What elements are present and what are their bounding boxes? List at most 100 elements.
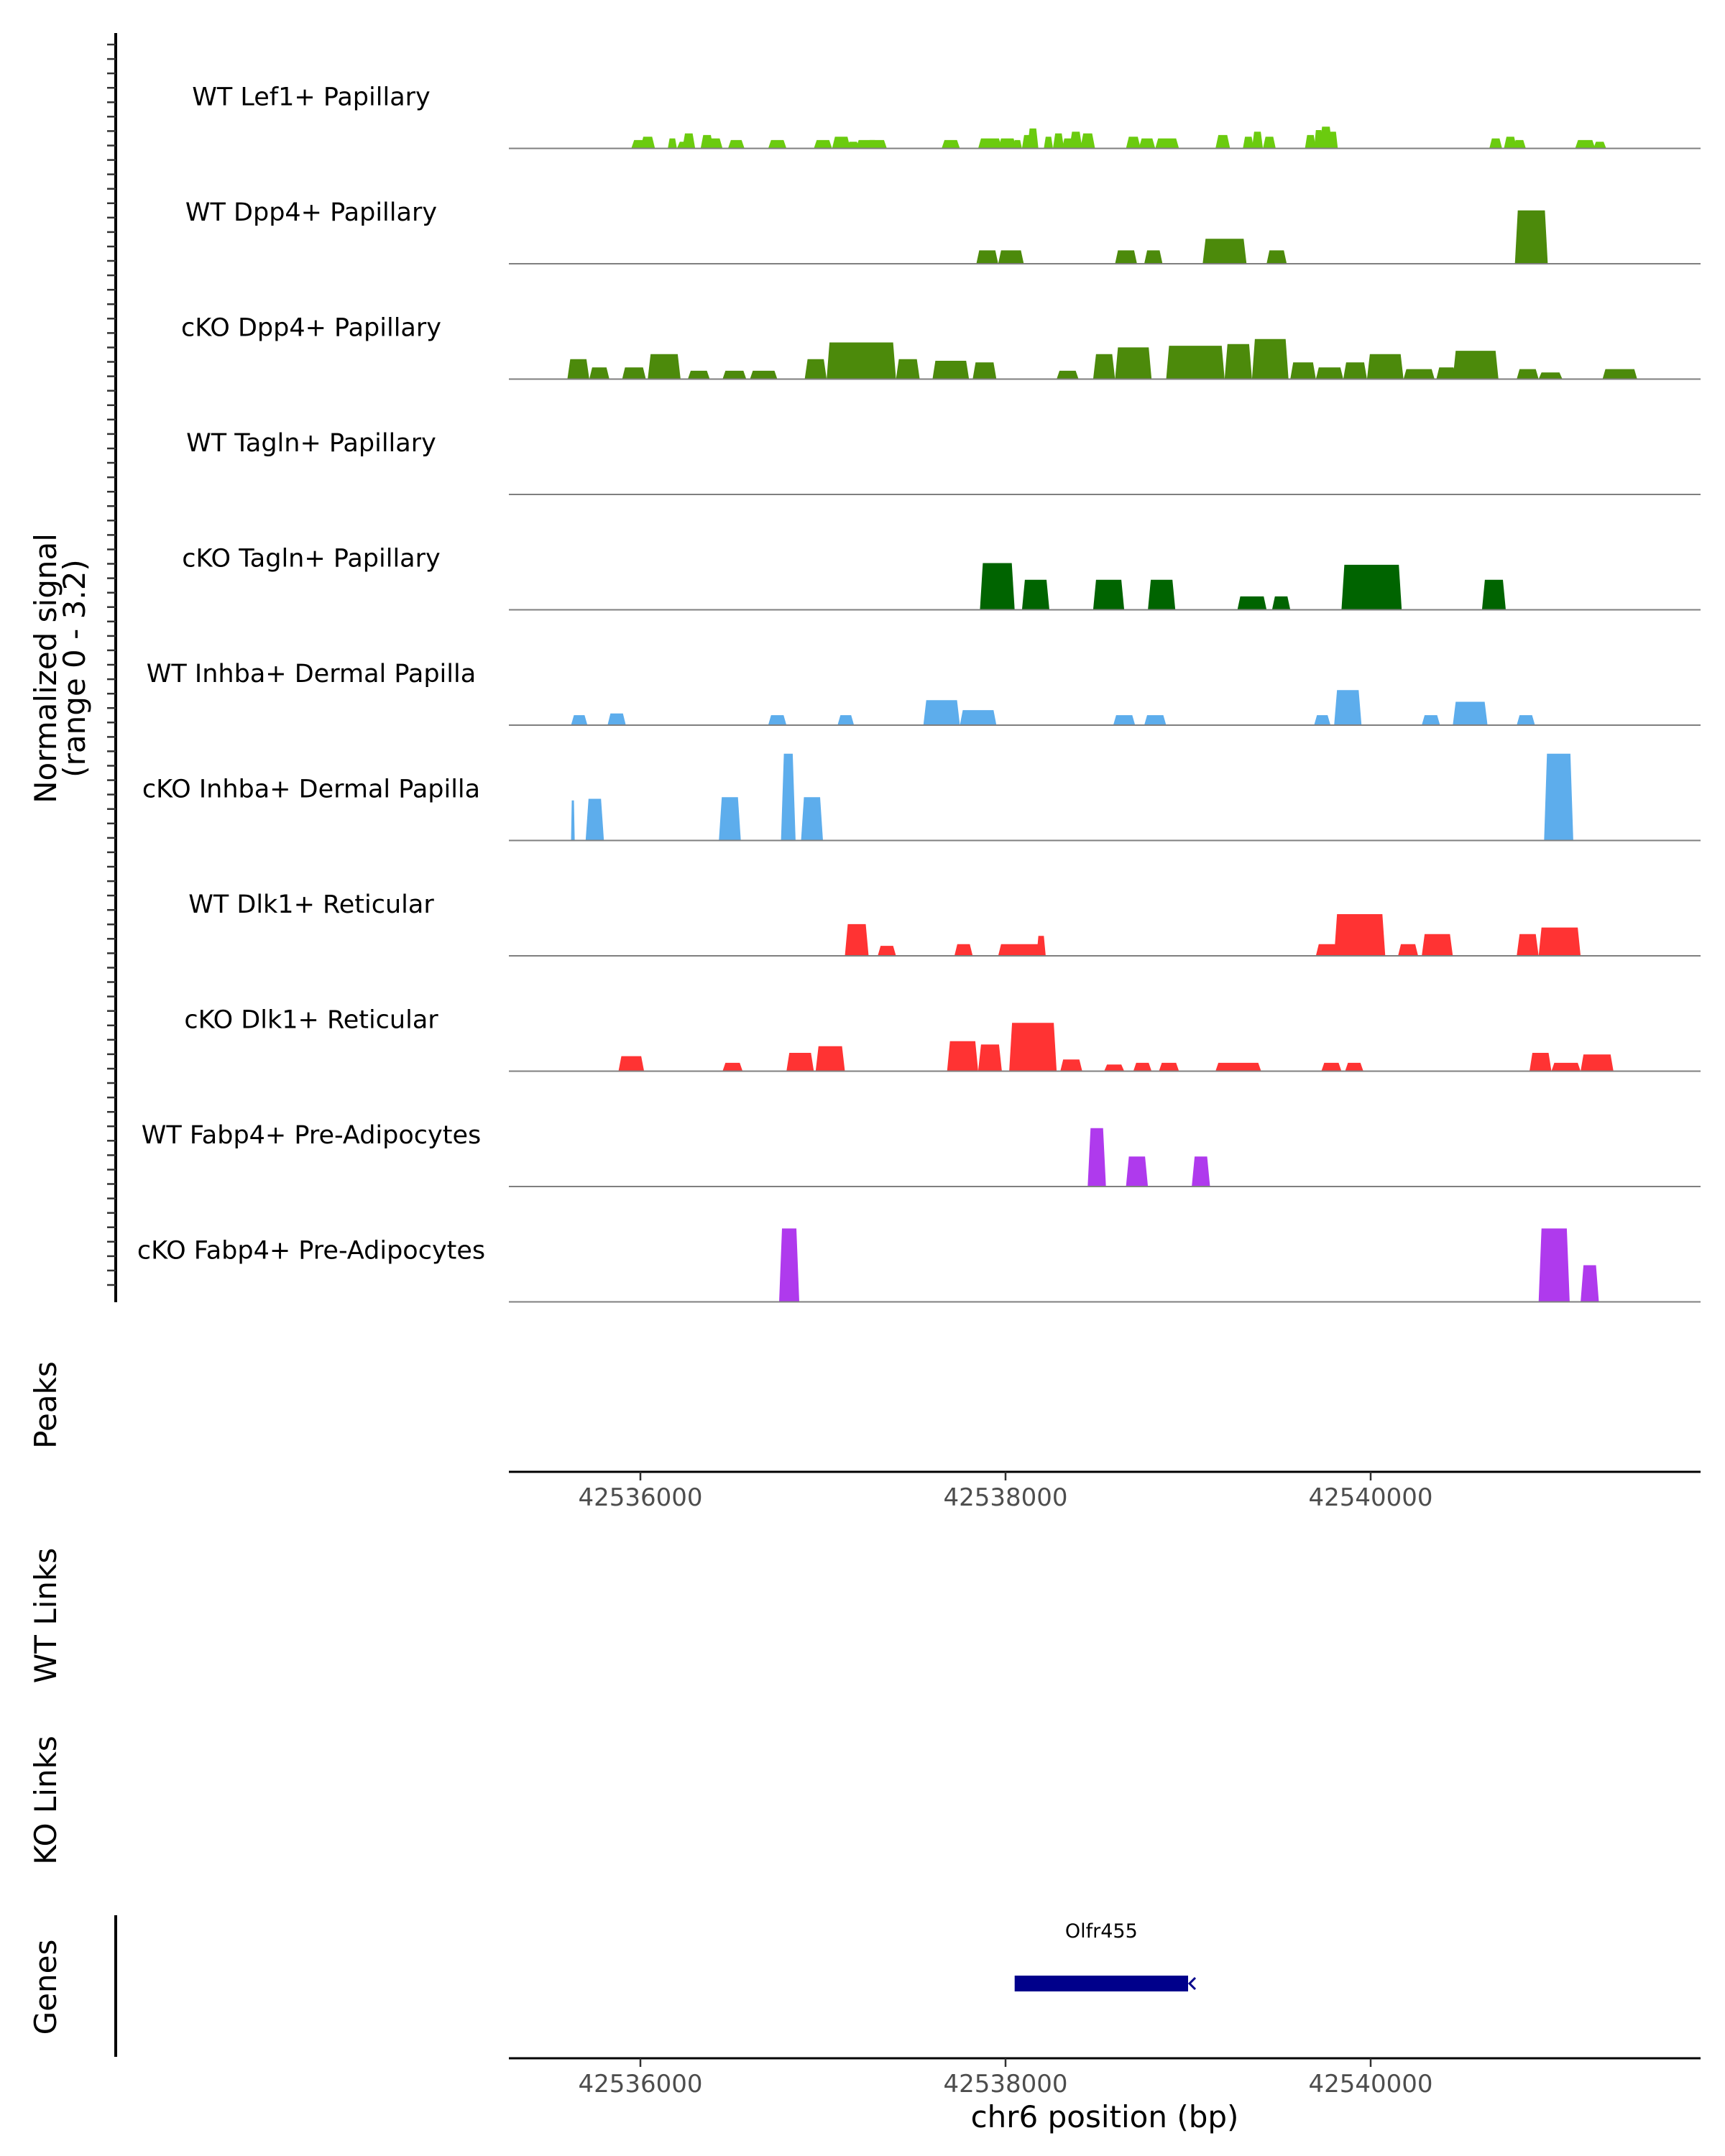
signal-peak-cko-dpp4-papillary bbox=[1290, 362, 1316, 379]
signal-peak-cko-dlk1-reticular bbox=[1009, 1023, 1057, 1072]
signal-peak-wt-lef1-papillary bbox=[1080, 133, 1095, 149]
signal-peak-wt-lef1-papillary bbox=[1504, 137, 1517, 149]
signal-peak-wt-lef1-papillary bbox=[768, 139, 787, 149]
signal-peak-wt-lef1-papillary bbox=[1069, 132, 1082, 149]
track-label-cko-fabp4-pre-adipocytes: cKO Fabp4+ Pre-Adipocytes bbox=[137, 1237, 485, 1266]
x-tick-label: 42536000 bbox=[578, 2070, 702, 2099]
signal-peak-wt-inhba-dermal-papilla bbox=[960, 710, 997, 725]
signal-peak-wt-lef1-papillary bbox=[640, 137, 656, 149]
signal-peak-cko-dpp4-papillary bbox=[1403, 369, 1435, 379]
track-label-cko-inhba-dermal-papilla: cKO Inhba+ Dermal Papilla bbox=[142, 775, 480, 804]
signal-peak-wt-lef1-papillary bbox=[942, 139, 960, 149]
signal-peak-wt-lef1-papillary bbox=[1251, 132, 1264, 149]
signal-peak-cko-dpp4-papillary bbox=[1057, 370, 1079, 379]
x-axis-title: chr6 position (bp) bbox=[971, 2099, 1239, 2134]
track-label-wt-lef1-papillary: WT Lef1+ Papillary bbox=[192, 83, 431, 112]
signal-peak-cko-dlk1-reticular bbox=[1345, 1062, 1363, 1072]
signal-peak-cko-dpp4-papillary bbox=[589, 367, 610, 379]
signal-peak-cko-dlk1-reticular bbox=[815, 1046, 845, 1072]
signal-peak-wt-lef1-papillary bbox=[1138, 138, 1156, 149]
signal-peak-cko-dpp4-papillary bbox=[972, 362, 997, 379]
signal-peak-cko-fabp4-pre-adipocytes bbox=[1538, 1228, 1570, 1302]
signal-peak-wt-dpp4-papillary bbox=[1266, 250, 1287, 264]
signal-peak-cko-dlk1-reticular bbox=[786, 1053, 814, 1072]
track-label-cko-dlk1-reticular: cKO Dlk1+ Reticular bbox=[184, 1006, 438, 1035]
signal-peak-cko-inhba-dermal-papilla bbox=[571, 800, 575, 841]
signal-peak-cko-dpp4-papillary bbox=[1343, 362, 1367, 379]
signal-peak-cko-tagln-papillary bbox=[1148, 579, 1176, 610]
signal-peak-wt-inhba-dermal-papilla bbox=[607, 713, 626, 725]
signal-peak-wt-inhba-dermal-papilla bbox=[1453, 701, 1488, 725]
signal-peak-cko-dlk1-reticular bbox=[1159, 1062, 1179, 1072]
signal-peak-wt-lef1-papillary bbox=[814, 139, 832, 149]
signal-peak-wt-dlk1-reticular bbox=[1315, 944, 1338, 956]
y-axis-title: Normalized signal bbox=[28, 533, 63, 803]
track-label-wt-inhba-dermal-papilla: WT Inhba+ Dermal Papilla bbox=[147, 660, 476, 688]
signal-peak-wt-lef1-papillary bbox=[1044, 137, 1053, 149]
signal-peak-cko-inhba-dermal-papilla bbox=[719, 797, 741, 841]
peaks-x-ticks: 42536000 42538000 42540000 bbox=[578, 1472, 1433, 1512]
signal-peak-cko-dlk1-reticular bbox=[1581, 1054, 1614, 1072]
signal-peak-cko-dpp4-papillary bbox=[896, 359, 920, 379]
signal-peak-wt-fabp4-pre-adipocytes bbox=[1087, 1128, 1106, 1187]
signal-peak-cko-dlk1-reticular bbox=[1321, 1062, 1342, 1072]
signal-peak-cko-dpp4-papillary bbox=[750, 370, 778, 379]
signal-peak-cko-dpp4-papillary bbox=[1251, 338, 1289, 379]
track-labels: WT Lef1+ Papillary WT Dpp4+ Papillary cKO … bbox=[137, 83, 485, 1266]
peaks-panel-label: Peaks bbox=[28, 1361, 63, 1449]
y-axis-range-label: (range 0 - 3.2) bbox=[57, 559, 92, 778]
signal-peak-wt-inhba-dermal-papilla bbox=[571, 715, 588, 725]
signal-peak-wt-dpp4-papillary bbox=[976, 250, 998, 264]
signal-peak-cko-dlk1-reticular bbox=[1104, 1064, 1125, 1072]
ko-links-panel-label: KO Links bbox=[28, 1736, 63, 1865]
signal-peak-cko-fabp4-pre-adipocytes bbox=[1581, 1265, 1599, 1302]
signal-peak-cko-dpp4-papillary bbox=[1366, 354, 1404, 379]
signal-peak-wt-dlk1-reticular bbox=[1517, 934, 1539, 956]
genes-panel-label: Genes bbox=[28, 1940, 63, 2035]
signal-peak-wt-inhba-dermal-papilla bbox=[923, 700, 960, 725]
track-label-wt-dpp4-papillary: WT Dpp4+ Papillary bbox=[185, 198, 437, 227]
signal-peak-cko-dlk1-reticular bbox=[1060, 1059, 1082, 1072]
signal-peak-cko-dpp4-papillary bbox=[1436, 367, 1457, 379]
x-tick-label: 42540000 bbox=[1308, 2070, 1432, 2099]
signal-peak-wt-inhba-dermal-papilla bbox=[1517, 715, 1535, 725]
x-tick-label: 42536000 bbox=[578, 1483, 702, 1512]
gene-strand-arrow bbox=[1187, 1976, 1197, 1991]
signal-peak-cko-dpp4-papillary bbox=[804, 359, 827, 379]
signal-peak-wt-lef1-papillary bbox=[1513, 139, 1526, 149]
signal-peak-cko-inhba-dermal-papilla bbox=[1544, 753, 1573, 841]
signal-peak-wt-dlk1-reticular bbox=[1538, 927, 1581, 956]
signal-peak-wt-lef1-papillary bbox=[1319, 126, 1333, 149]
signal-peak-wt-dlk1-reticular bbox=[845, 923, 869, 956]
track-areas bbox=[567, 126, 1637, 1302]
signal-peak-wt-dpp4-papillary bbox=[1514, 210, 1548, 264]
signal-peak-cko-dpp4-papillary bbox=[688, 370, 710, 379]
signal-peak-wt-lef1-papillary bbox=[1126, 137, 1141, 149]
signal-peak-cko-fabp4-pre-adipocytes bbox=[779, 1228, 799, 1302]
signal-peak-wt-dpp4-papillary bbox=[1202, 239, 1247, 264]
signal-peak-wt-lef1-papillary bbox=[682, 133, 696, 149]
signal-peak-wt-inhba-dermal-papilla bbox=[837, 715, 855, 725]
signal-peak-cko-dpp4-papillary bbox=[1315, 367, 1343, 379]
signal-peak-cko-tagln-papillary bbox=[1092, 579, 1125, 610]
signal-peak-cko-dlk1-reticular bbox=[947, 1041, 978, 1072]
x-tick-label: 42538000 bbox=[943, 2070, 1067, 2099]
gene-annotations: Olfr455 bbox=[1014, 1920, 1197, 1991]
signal-peak-wt-lef1-papillary bbox=[867, 139, 887, 149]
signal-peak-wt-inhba-dermal-papilla bbox=[1314, 715, 1331, 725]
gene-label: Olfr455 bbox=[1065, 1920, 1138, 1943]
track-label-cko-dpp4-papillary: cKO Dpp4+ Papillary bbox=[181, 314, 441, 343]
signal-peak-wt-lef1-papillary bbox=[998, 138, 1017, 149]
signal-peak-wt-dpp4-papillary bbox=[1115, 250, 1137, 264]
signal-peak-cko-dlk1-reticular bbox=[1551, 1062, 1581, 1072]
signal-peak-wt-dpp4-papillary bbox=[998, 250, 1024, 264]
signal-peak-cko-dlk1-reticular bbox=[618, 1056, 645, 1072]
signal-peak-wt-lef1-papillary bbox=[1263, 137, 1276, 149]
x-tick-label: 42538000 bbox=[943, 1483, 1067, 1512]
signal-peak-cko-dpp4-papillary bbox=[1166, 346, 1225, 379]
signal-peak-wt-lef1-papillary bbox=[1489, 138, 1502, 149]
signal-peak-wt-inhba-dermal-papilla bbox=[1113, 715, 1136, 725]
signal-peak-cko-dpp4-papillary bbox=[1602, 369, 1637, 379]
signal-peak-cko-dpp4-papillary bbox=[1538, 372, 1563, 379]
